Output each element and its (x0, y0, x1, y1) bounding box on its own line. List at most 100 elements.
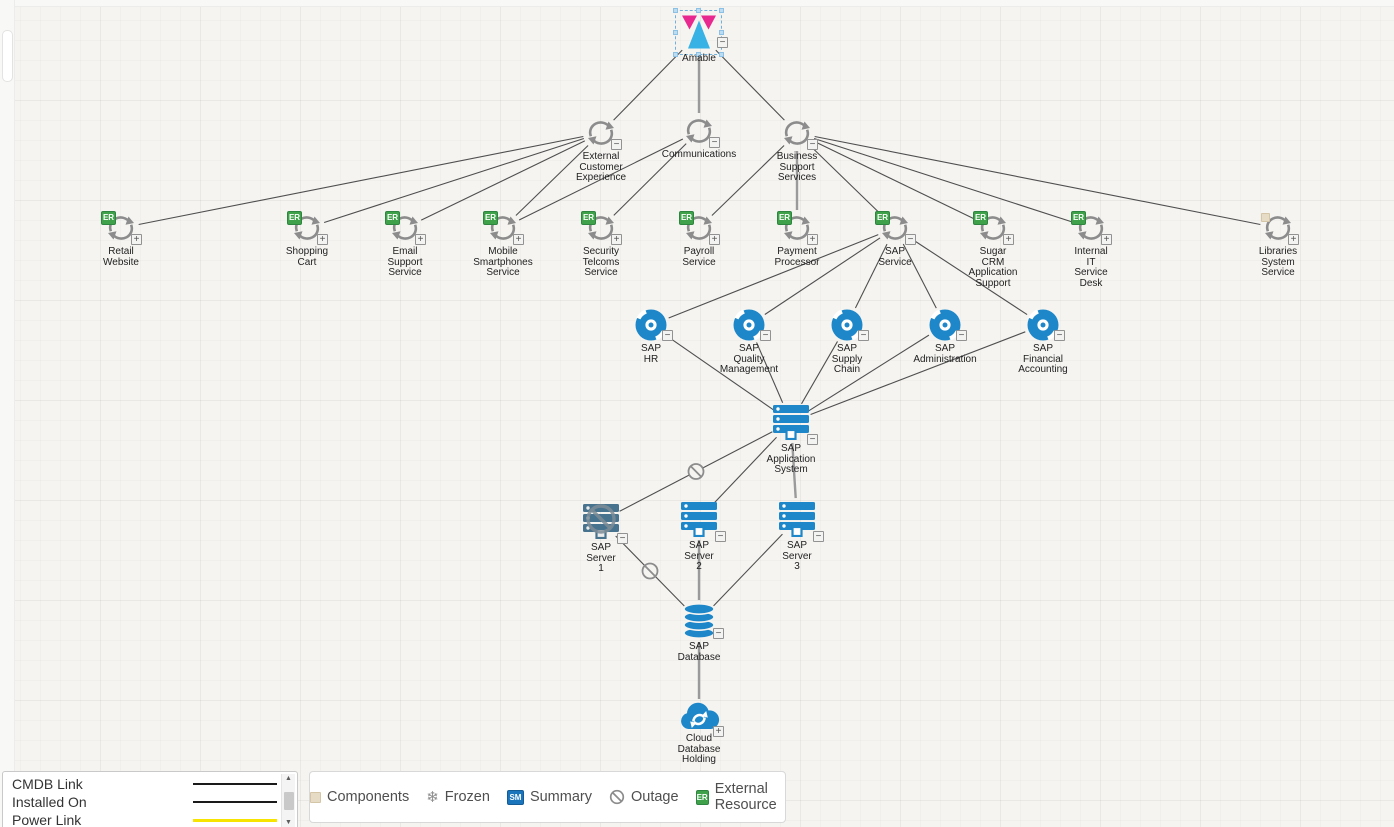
selection-handle[interactable] (696, 52, 701, 57)
edge-ece-retail (138, 135, 584, 226)
legend-label: External Resource (714, 781, 777, 813)
edge-sapservice-sapqm (764, 237, 881, 315)
expand-button[interactable]: + (513, 234, 524, 245)
logo-icon (679, 15, 719, 52)
edge-sapservice-sapadmin (902, 243, 937, 309)
node-label: SAP Supply Chain (831, 343, 863, 375)
components-badge (1261, 213, 1270, 222)
edge-sapservice-saphr (668, 234, 879, 319)
server-icon (778, 501, 816, 538)
expand-button[interactable]: + (713, 726, 724, 737)
collapse-button[interactable]: − (807, 139, 818, 150)
selection-handle[interactable] (673, 52, 678, 57)
external-resource-badge: ER (287, 211, 302, 225)
edge-amable-ece (613, 49, 683, 121)
collapse-button[interactable]: − (713, 628, 724, 639)
external-resource-badge: ER (679, 211, 694, 225)
node-label: SAP Database (677, 641, 721, 663)
legend-row-cmdb-link: CMDB Link (3, 775, 297, 793)
legend-item-summary: SM Summary (506, 789, 592, 805)
legend-row-power-link: Power Link (3, 811, 297, 827)
outage-marker-icon (687, 463, 705, 480)
expand-button[interactable]: + (709, 234, 720, 245)
collapse-button[interactable]: − (807, 434, 818, 445)
collapse-button[interactable]: − (662, 330, 673, 341)
cycle-icon (485, 212, 521, 244)
collapse-button[interactable]: − (905, 234, 916, 245)
edge-sapservice-sapsc (854, 243, 888, 309)
legend-label: Installed On (12, 794, 87, 810)
collapse-button[interactable]: − (709, 137, 720, 148)
edge-sapqm-sapapp (756, 342, 784, 403)
selection-handle[interactable] (719, 8, 724, 13)
legend-label: Components (327, 789, 410, 805)
vertical-scroll-gutter[interactable] (0, 0, 15, 827)
legend-scrollbar-thumb[interactable] (283, 792, 294, 810)
collapse-button[interactable]: − (760, 330, 771, 341)
collapse-button[interactable]: − (717, 37, 728, 48)
external-resource-badge: ER (1071, 211, 1086, 225)
snowflake-icon: ❄ (426, 788, 439, 806)
legend-label: Frozen (444, 789, 490, 805)
expand-button[interactable]: + (807, 234, 818, 245)
node-label: Sugar CRM Application Support (968, 246, 1018, 289)
edge-ece-cart (323, 138, 585, 223)
legend-label: Power Link (12, 812, 82, 827)
selection-handle[interactable] (673, 30, 678, 35)
server-icon (680, 501, 718, 538)
server-icon (772, 404, 810, 441)
expand-button[interactable]: + (317, 234, 328, 245)
collapse-button[interactable]: − (611, 139, 622, 150)
vertical-scroll-thumb[interactable] (2, 30, 13, 82)
edge-sapadmin-sapapp (808, 334, 930, 412)
edge-sapsc-sapapp (801, 341, 838, 405)
node-label: Email Support Service (387, 246, 423, 278)
node-label: Cloud Database Holding (677, 733, 721, 765)
node-label: Internal IT Service Desk (1074, 246, 1108, 289)
expand-button[interactable]: + (1003, 234, 1014, 245)
collapse-button[interactable]: − (858, 330, 869, 341)
selection-handle[interactable] (719, 52, 724, 57)
edge-sapapp-srv2 (713, 436, 777, 505)
external-resource-badge: ER (483, 211, 498, 225)
node-label: SAP Application System (766, 443, 816, 475)
edge-sapservice-sapfa (909, 237, 1028, 316)
selection-handle[interactable] (719, 30, 724, 35)
badge-legend-panel: Components ❄ Frozen SM Summary Outage ER… (309, 771, 786, 823)
components-icon (310, 791, 321, 803)
collapse-button[interactable]: − (715, 531, 726, 542)
external-resource-badge: ER (101, 211, 116, 225)
cycle-icon (779, 117, 815, 149)
database-icon (682, 602, 716, 640)
outage-marker-icon (641, 562, 659, 580)
expand-button[interactable]: + (611, 234, 622, 245)
edge-saphr-sapapp (666, 335, 775, 411)
edge-ece-email (420, 140, 586, 221)
scroll-up-arrow-icon[interactable]: ▲ (285, 775, 292, 782)
legend-item-external-resource: ER External Resource (695, 781, 785, 813)
node-label: SAP Server 1 (586, 542, 616, 574)
disc-icon (829, 307, 865, 343)
legend-label: CMDB Link (12, 776, 83, 792)
collapse-button[interactable]: − (1054, 330, 1065, 341)
node-label: Libraries System Service (1258, 246, 1298, 278)
cmdb-link-line-swatch (193, 783, 277, 785)
expand-button[interactable]: + (131, 234, 142, 245)
legend-scrollbar[interactable]: ▲ ▼ (281, 774, 295, 827)
collapse-button[interactable]: − (617, 533, 628, 544)
expand-button[interactable]: + (415, 234, 426, 245)
scroll-down-arrow-icon[interactable]: ▼ (285, 819, 292, 826)
selection-handle[interactable] (696, 8, 701, 13)
expand-button[interactable]: + (1288, 234, 1299, 245)
expand-button[interactable]: + (1101, 234, 1112, 245)
collapse-button[interactable]: − (956, 330, 967, 341)
disc-icon (927, 307, 963, 343)
collapse-button[interactable]: − (813, 531, 824, 542)
node-label: SAP Administration (913, 343, 977, 365)
disc-icon (731, 307, 767, 343)
legend-item-frozen: ❄ Frozen (426, 789, 490, 805)
horizontal-scroll-gutter[interactable] (0, 0, 1394, 7)
selection-handle[interactable] (673, 8, 678, 13)
outage-overlay-icon (584, 502, 618, 536)
